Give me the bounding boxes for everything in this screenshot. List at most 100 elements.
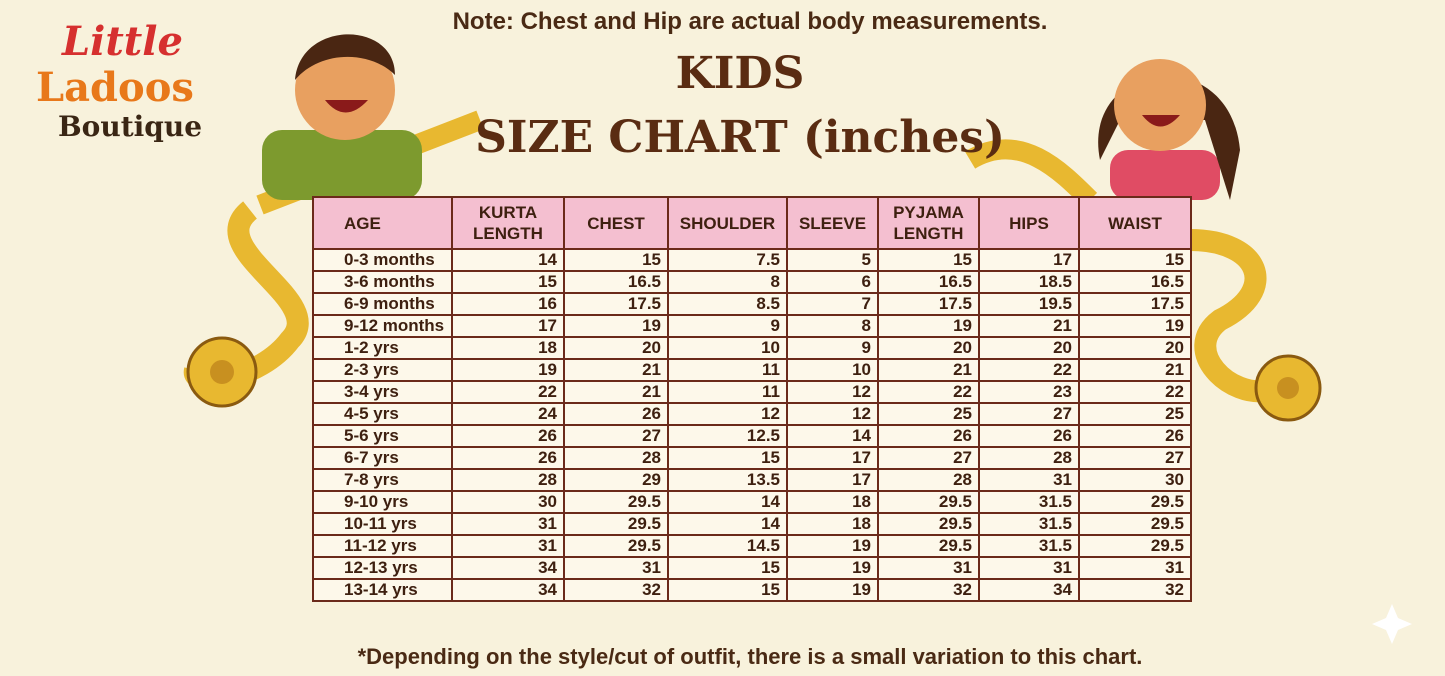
measure-cell: 29.5 — [877, 490, 980, 514]
measure-cell: 21 — [978, 314, 1080, 338]
measure-cell: 19 — [451, 358, 565, 382]
header-cell: AGE — [312, 196, 453, 250]
measure-cell: 30 — [451, 490, 565, 514]
measure-cell: 17 — [978, 248, 1080, 272]
measure-cell: 11 — [667, 358, 788, 382]
measure-cell: 17.5 — [877, 292, 980, 316]
measure-cell: 17 — [451, 314, 565, 338]
title: SIZE CHART (inches) — [475, 112, 1005, 163]
boy-smile — [325, 100, 368, 113]
measure-cell: 12 — [786, 402, 879, 426]
tape-measure — [1189, 229, 1273, 403]
measure-cell: 14.5 — [667, 534, 788, 558]
measure-cell: 26 — [877, 424, 980, 448]
measure-cell: 28 — [877, 468, 980, 492]
table-row: 6-7 yrs 26 28 15 17 27 28 27 — [312, 446, 1192, 470]
measure-cell: 20 — [563, 336, 669, 360]
measure-cell: 31 — [978, 556, 1080, 580]
measure-cell: 31 — [563, 556, 669, 580]
measure-cell: 31.5 — [978, 512, 1080, 536]
measure-cell: 20 — [978, 336, 1080, 360]
measure-cell: 29.5 — [1078, 534, 1192, 558]
measure-cell: 25 — [1078, 402, 1192, 426]
age-cell: 10-11 yrs — [312, 512, 453, 536]
age-cell: 3-6 months — [312, 270, 453, 294]
table-row: 12-13 yrs 34 31 15 19 31 31 31 — [312, 556, 1192, 580]
measure-cell: 6 — [786, 270, 879, 294]
measure-cell: 9 — [667, 314, 788, 338]
measure-cell: 29.5 — [877, 512, 980, 536]
table-row: 7-8 yrs 28 29 13.5 17 28 31 30 — [312, 468, 1192, 492]
measure-cell: 8 — [667, 270, 788, 294]
measure-cell: 15 — [1078, 248, 1192, 272]
measure-cell: 15 — [667, 578, 788, 602]
measure-cell: 21 — [563, 358, 669, 382]
measure-cell: 14 — [451, 248, 565, 272]
logo-text: Little — [62, 18, 183, 65]
sparkle — [1372, 604, 1412, 644]
measure-cell: 12 — [667, 402, 788, 426]
measure-cell: 16.5 — [1078, 270, 1192, 294]
measure-cell: 30 — [1078, 468, 1192, 492]
age-cell: 3-4 yrs — [312, 380, 453, 404]
measure-cell: 16.5 — [877, 270, 980, 294]
measure-cell: 11 — [667, 380, 788, 404]
size-table: AGE KURTA LENGTH CHEST SHOULDER SLEEVE PYJAMA… — [312, 196, 1192, 602]
measure-cell: 18 — [451, 336, 565, 360]
measure-cell: 26 — [563, 402, 669, 426]
age-cell: 9-10 yrs — [312, 490, 453, 514]
measure-cell: 24 — [451, 402, 565, 426]
measure-cell: 19 — [563, 314, 669, 338]
measure-cell: 15 — [451, 270, 565, 294]
tape-measure — [964, 139, 1098, 208]
table-row: 13-14 yrs 34 32 15 19 32 34 32 — [312, 578, 1192, 602]
measure-cell: 32 — [877, 578, 980, 602]
measure-cell: 10 — [786, 358, 879, 382]
measure-cell: 19 — [1078, 314, 1192, 338]
girl-smile — [1142, 115, 1180, 127]
measure-cell: 26 — [1078, 424, 1192, 448]
measure-cell: 18 — [786, 512, 879, 536]
age-cell: 9-12 months — [312, 314, 453, 338]
age-cell: 0-3 months — [312, 248, 453, 272]
measure-cell: 19 — [877, 314, 980, 338]
measure-cell: 21 — [1078, 358, 1192, 382]
table-row: 10-11 yrs 31 29.5 14 18 29.5 31.5 29.5 — [312, 512, 1192, 536]
boy-hair — [295, 34, 395, 80]
measure-cell: 17 — [786, 446, 879, 470]
tape-roll-center — [1277, 377, 1299, 399]
age-cell: 4-5 yrs — [312, 402, 453, 426]
measure-cell: 31.5 — [978, 534, 1080, 558]
measure-cell: 19 — [786, 578, 879, 602]
measure-cell: 17.5 — [563, 292, 669, 316]
measure-cell: 15 — [563, 248, 669, 272]
measure-cell: 17.5 — [1078, 292, 1192, 316]
measure-cell: 18.5 — [978, 270, 1080, 294]
measure-cell: 26 — [978, 424, 1080, 448]
measure-cell: 8 — [786, 314, 879, 338]
age-cell: 2-3 yrs — [312, 358, 453, 382]
age-cell: 6-7 yrs — [312, 446, 453, 470]
header-cell: WAIST — [1078, 196, 1192, 250]
measure-cell: 21 — [877, 358, 980, 382]
measure-cell: 20 — [877, 336, 980, 360]
measure-cell: 7 — [786, 292, 879, 316]
table-row: 6-9 months 16 17.5 8.5 7 17.5 19.5 17.5 — [312, 292, 1192, 316]
table-row: 1-2 yrs 18 20 10 9 20 20 20 — [312, 336, 1192, 360]
measure-cell: 28 — [563, 446, 669, 470]
measure-cell: 29 — [563, 468, 669, 492]
note: Note: Chest and Hip are actual body meas… — [452, 8, 1048, 35]
boy-face — [295, 40, 395, 140]
measure-cell: 29.5 — [563, 490, 669, 514]
measure-cell: 28 — [978, 446, 1080, 470]
table-row: 0-3 months 14 15 7.5 5 15 17 15 — [312, 248, 1192, 272]
measure-cell: 25 — [877, 402, 980, 426]
age-cell: 12-13 yrs — [312, 556, 453, 580]
measure-cell: 12.5 — [667, 424, 788, 448]
girl-face — [1114, 59, 1206, 151]
measure-cell: 27 — [1078, 446, 1192, 470]
header-cell: KURTA LENGTH — [451, 196, 565, 250]
logo-text: Ladoos — [36, 64, 194, 111]
